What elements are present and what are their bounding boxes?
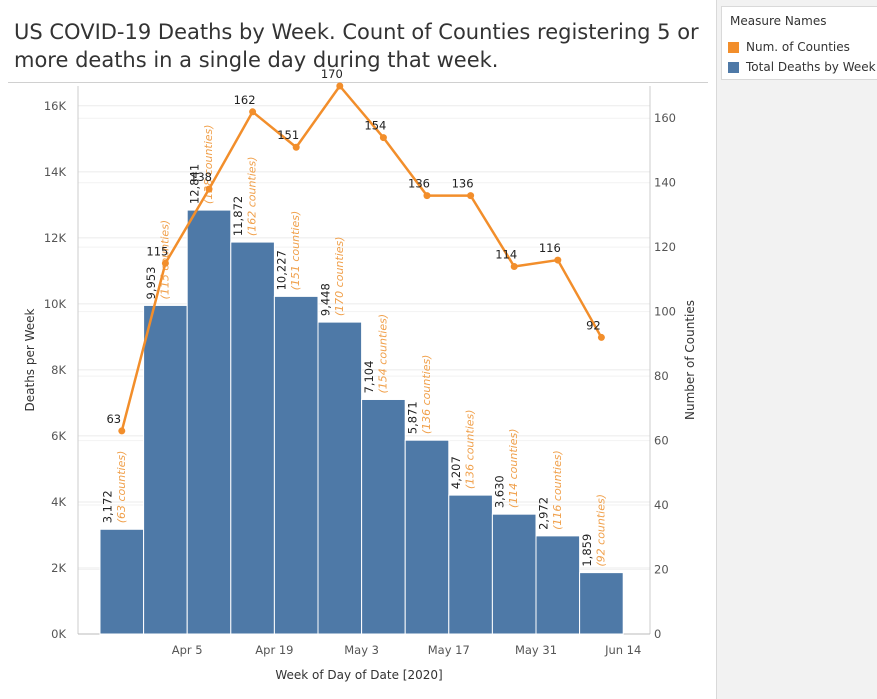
bar-value-label: 1,859 xyxy=(580,534,594,567)
y-right-tick-label: 100 xyxy=(654,305,676,319)
county-annotation: (136 counties) xyxy=(464,409,477,489)
legend-swatch-deaths xyxy=(728,61,739,73)
counties-value-label: 92 xyxy=(586,318,601,332)
legend-item-deaths[interactable]: Total Deaths by Week xyxy=(728,59,876,75)
x-tick-label: May 31 xyxy=(515,643,557,657)
y-axis-right-title: Number of Counties xyxy=(683,300,697,420)
bar-value-label: 10,227 xyxy=(275,250,289,290)
y-left-tick-label: 4K xyxy=(51,495,66,509)
counties-point xyxy=(249,108,257,116)
bar xyxy=(579,572,624,635)
y-axis-left-title: Deaths per Week xyxy=(23,308,37,411)
bar-value-label: 7,104 xyxy=(362,361,376,394)
chart-title: US COVID-19 Deaths by Week. Count of Cou… xyxy=(14,20,699,72)
counties-point xyxy=(118,427,126,435)
counties-value-label: 138 xyxy=(190,170,212,184)
y-right-tick-label: 40 xyxy=(654,498,669,512)
counties-value-label: 115 xyxy=(146,244,168,258)
x-tick-label: Jun 14 xyxy=(604,643,641,657)
counties-point xyxy=(336,82,344,90)
legend-label-deaths: Total Deaths by Week xyxy=(746,60,876,74)
counties-value-label: 170 xyxy=(321,67,343,81)
y-left-tick-label: 2K xyxy=(51,561,66,575)
counties-point xyxy=(423,192,431,200)
y-left-tick-label: 14K xyxy=(44,165,67,179)
county-annotation: (92 counties) xyxy=(594,494,607,567)
bar xyxy=(143,304,188,635)
y-right-tick-label: 120 xyxy=(654,240,676,254)
counties-point xyxy=(205,185,213,193)
bar-value-label: 5,871 xyxy=(406,401,420,434)
y-left-tick-label: 16K xyxy=(44,99,67,113)
bar xyxy=(317,321,363,635)
counties-value-label: 136 xyxy=(408,177,430,191)
counties-point xyxy=(597,333,605,341)
y-right-tick-label: 20 xyxy=(654,563,669,577)
county-annotation: (63 counties) xyxy=(115,451,128,524)
y-right-tick-label: 80 xyxy=(654,369,669,383)
county-annotation: (114 counties) xyxy=(507,428,520,508)
x-tick-label: Apr 19 xyxy=(255,643,293,657)
bar-value-label: 3,172 xyxy=(100,490,114,523)
county-annotation: (151 counties) xyxy=(289,211,302,291)
y-left-tick-label: 10K xyxy=(44,297,67,311)
counties-value-label: 136 xyxy=(452,177,474,191)
bar xyxy=(273,295,319,635)
bar xyxy=(99,528,145,635)
bar-value-label: 3,630 xyxy=(493,475,507,508)
counties-line xyxy=(120,84,603,432)
counties-point xyxy=(467,192,475,200)
y-left-tick-label: 6K xyxy=(51,429,66,443)
counties-value-label: 116 xyxy=(539,241,561,255)
legend-item-counties[interactable]: Num. of Counties xyxy=(728,39,850,55)
y-left-tick-label: 0K xyxy=(51,627,66,641)
counties-point xyxy=(379,134,387,142)
bar xyxy=(491,513,537,635)
x-tick-label: May 3 xyxy=(344,643,379,657)
y-right-tick-label: 60 xyxy=(654,434,669,448)
county-annotation: (162 counties) xyxy=(246,156,259,236)
bar xyxy=(535,535,581,635)
y-right-tick-label: 140 xyxy=(654,176,676,190)
counties-point xyxy=(292,143,300,151)
combo-chart: 0K 2K 4K 6K 8K 10K 12K 14K 16K 0 20 40 60 80 100 120 140… xyxy=(23,67,697,682)
x-tick-label: Apr 5 xyxy=(172,643,203,657)
bar xyxy=(230,241,275,635)
y-left-tick-label: 12K xyxy=(44,231,67,245)
county-annotation: (154 counties) xyxy=(376,314,389,394)
counties-point xyxy=(161,259,169,267)
counties-point xyxy=(510,263,518,271)
counties-point xyxy=(554,256,562,264)
counties-value-label: 154 xyxy=(364,119,386,133)
county-annotation: (136 counties) xyxy=(420,355,433,435)
bar-value-label: 2,972 xyxy=(536,497,550,530)
x-axis-title: Week of Day of Date [2020] xyxy=(275,668,442,682)
title-divider xyxy=(8,82,708,83)
counties-value-label: 114 xyxy=(495,248,517,262)
county-annotation: (116 counties) xyxy=(551,450,564,530)
x-tick-label: May 17 xyxy=(428,643,470,657)
legend-label-counties: Num. of Counties xyxy=(746,40,850,54)
county-annotation: (170 counties) xyxy=(333,236,346,316)
bar-value-label: 12,841 xyxy=(188,164,202,204)
bar-value-label: 9,448 xyxy=(318,283,332,316)
bar xyxy=(186,209,232,635)
legend-title: Measure Names xyxy=(730,14,827,28)
legend[interactable]: Measure Names Num. of Counties Total Dea… xyxy=(721,6,877,80)
counties-value-label: 162 xyxy=(234,93,256,107)
y-right-tick-label: 0 xyxy=(654,627,661,641)
bar-value-label: 4,207 xyxy=(449,456,463,489)
bar xyxy=(448,494,493,635)
y-left-tick-label: 8K xyxy=(51,363,66,377)
y-right-tick-label: 160 xyxy=(654,111,676,125)
bar xyxy=(404,439,450,635)
bar-value-label: 11,872 xyxy=(231,196,245,236)
bar xyxy=(361,398,406,635)
counties-value-label: 151 xyxy=(277,128,299,142)
counties-value-label: 63 xyxy=(106,412,121,426)
legend-swatch-counties xyxy=(728,41,739,53)
bar-value-label: 9,953 xyxy=(144,266,158,299)
